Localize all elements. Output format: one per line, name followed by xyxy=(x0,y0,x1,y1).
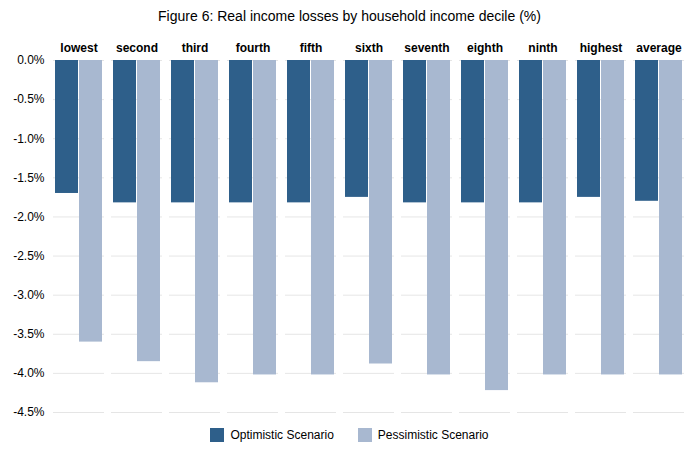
html-text:Figure 6: Real income losses b: Figure 6: Real income losses by househol… xyxy=(158,8,541,24)
svg-text:-3.5%: -3.5% xyxy=(13,327,45,341)
svg-text:average: average xyxy=(636,41,682,55)
svg-text:ninth: ninth xyxy=(528,41,557,55)
svg-text:-3.0%: -3.0% xyxy=(13,288,45,302)
svg-text:-1.0%: -1.0% xyxy=(13,132,45,146)
svg-text:-0.5%: -0.5% xyxy=(13,92,45,106)
svg-text:fifth: fifth xyxy=(300,41,323,55)
svg-text:sixth: sixth xyxy=(355,41,383,55)
svg-text:second: second xyxy=(116,41,158,55)
svg-text:third: third xyxy=(182,41,209,55)
svg-text:eighth: eighth xyxy=(467,41,503,55)
svg-text:0.0%: 0.0% xyxy=(17,53,45,67)
svg-text:-4.0%: -4.0% xyxy=(13,366,45,380)
svg-text:highest: highest xyxy=(580,41,623,55)
svg-text:fourth: fourth xyxy=(236,41,271,55)
svg-text:-2.5%: -2.5% xyxy=(13,249,45,263)
svg-text:lowest: lowest xyxy=(60,41,97,55)
svg-text:-1.5%: -1.5% xyxy=(13,171,45,185)
svg-text:-4.5%: -4.5% xyxy=(13,405,45,419)
html-text:Pessimistic Scenario: Pessimistic Scenario xyxy=(377,428,489,442)
svg-text:-2.0%: -2.0% xyxy=(13,210,45,224)
svg-text:seventh: seventh xyxy=(404,41,449,55)
html-text:Optimistic Scenario: Optimistic Scenario xyxy=(230,428,334,442)
